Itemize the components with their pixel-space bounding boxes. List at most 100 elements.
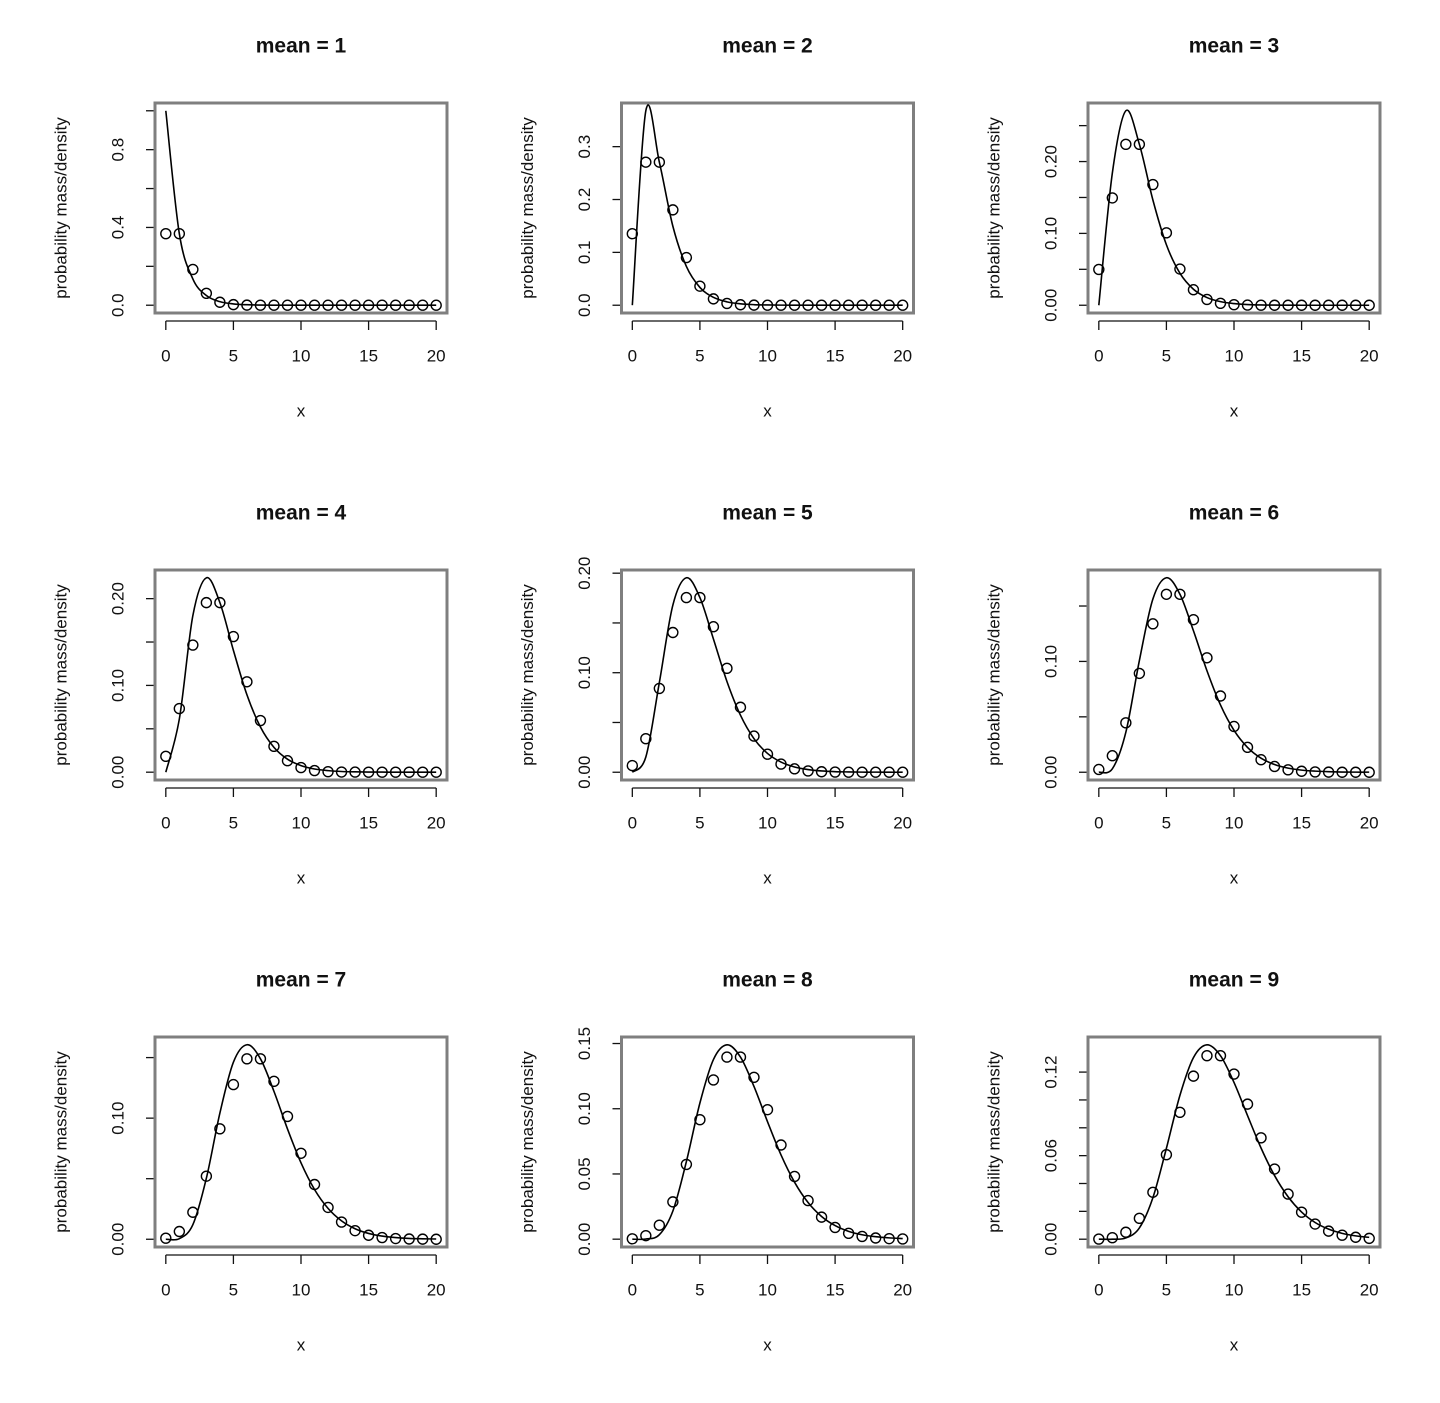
y-tick-label: 0.00 bbox=[575, 756, 594, 789]
chart-title: mean = 2 bbox=[722, 35, 812, 58]
x-tick-label: 5 bbox=[1162, 346, 1171, 365]
x-tick-label: 0 bbox=[628, 813, 637, 832]
data-point bbox=[1295, 1206, 1308, 1218]
data-point bbox=[1201, 1049, 1213, 1062]
data-point bbox=[694, 1113, 706, 1126]
density-curve bbox=[165, 1043, 437, 1241]
y-axis-label: probability mass/density bbox=[51, 1051, 70, 1233]
data-point bbox=[815, 1211, 828, 1223]
y-tick-label: 0.20 bbox=[1041, 145, 1060, 178]
x-tick-label: 5 bbox=[1162, 813, 1171, 832]
y-tick-label: 0.10 bbox=[575, 1092, 594, 1125]
y-axis-label: probability mass/density bbox=[518, 117, 537, 299]
data-point bbox=[1214, 690, 1227, 702]
data-point bbox=[1093, 763, 1105, 776]
y-tick-label: 0.05 bbox=[575, 1157, 594, 1190]
data-point bbox=[1214, 1049, 1227, 1062]
panel: mean = 3 x probability mass/density 0 5 10 15 2… bbox=[984, 35, 1382, 420]
data-point bbox=[173, 1225, 186, 1238]
x-tick-label: 20 bbox=[1360, 1280, 1379, 1299]
y-tick-label: 0.2 bbox=[575, 188, 594, 212]
x-tick-label: 0 bbox=[161, 813, 170, 832]
data-point bbox=[1255, 754, 1267, 766]
plot-frame bbox=[153, 1035, 449, 1249]
data-point bbox=[640, 732, 652, 745]
y-tick-label: 0.00 bbox=[108, 756, 127, 789]
data-point bbox=[241, 1053, 253, 1065]
x-tick-label: 20 bbox=[427, 813, 446, 832]
x-tick-label: 10 bbox=[1225, 1280, 1244, 1299]
data-point bbox=[173, 702, 186, 715]
x-axis-label: x bbox=[763, 868, 772, 887]
x-tick-label: 20 bbox=[1360, 346, 1379, 365]
chart-title: mean = 1 bbox=[256, 35, 347, 58]
plot-frame bbox=[153, 101, 449, 315]
data-point bbox=[1106, 750, 1119, 762]
density-curve bbox=[632, 1044, 903, 1241]
data-point bbox=[160, 1232, 172, 1244]
x-tick-label: 10 bbox=[758, 1280, 777, 1299]
y-tick-label: 0.20 bbox=[575, 557, 594, 590]
x-tick-label: 20 bbox=[427, 346, 446, 365]
chart-title: mean = 5 bbox=[722, 502, 813, 525]
x-tick-label: 15 bbox=[359, 346, 378, 365]
chart-title: mean = 7 bbox=[256, 969, 346, 992]
panel: mean = 9 x probability mass/density 0 5 10 15 2… bbox=[984, 969, 1382, 1354]
data-point bbox=[1282, 1188, 1294, 1200]
y-axis-label: probability mass/density bbox=[51, 117, 70, 299]
y-tick-label: 0.0 bbox=[108, 293, 127, 317]
data-point bbox=[721, 297, 733, 310]
data-point bbox=[680, 251, 693, 264]
data-point bbox=[200, 287, 213, 300]
data-point bbox=[707, 621, 720, 633]
x-tick-label: 15 bbox=[359, 813, 378, 832]
data-point bbox=[322, 1201, 334, 1214]
data-point bbox=[227, 1078, 240, 1091]
y-tick-label: 0.00 bbox=[575, 1223, 594, 1256]
x-tick-label: 10 bbox=[292, 1280, 311, 1299]
data-point bbox=[748, 1071, 760, 1084]
plot-frame bbox=[1086, 568, 1382, 782]
x-tick-label: 0 bbox=[1094, 346, 1103, 365]
density-curve bbox=[165, 110, 437, 307]
x-tick-label: 20 bbox=[1360, 813, 1379, 832]
data-point bbox=[667, 626, 679, 639]
data-point bbox=[1147, 178, 1159, 191]
plot-frame bbox=[620, 101, 915, 315]
x-tick-label: 0 bbox=[1094, 813, 1103, 832]
data-point bbox=[856, 1230, 868, 1243]
x-tick-label: 10 bbox=[292, 813, 311, 832]
x-tick-label: 0 bbox=[161, 1280, 170, 1299]
y-tick-label: 0.00 bbox=[1041, 1223, 1060, 1256]
data-point bbox=[694, 280, 706, 292]
x-tick-label: 5 bbox=[1162, 1280, 1171, 1299]
x-axis-label: x bbox=[297, 1335, 306, 1354]
data-point bbox=[1133, 667, 1146, 680]
panel: mean = 7 x probability mass/density 0 5 10 15 2… bbox=[51, 969, 449, 1354]
x-axis-label: x bbox=[297, 401, 306, 420]
y-tick-label: 0.10 bbox=[1041, 645, 1060, 678]
data-point bbox=[1174, 588, 1186, 600]
density-curve bbox=[1098, 109, 1370, 307]
data-point bbox=[626, 759, 639, 772]
density-curve bbox=[165, 576, 437, 773]
data-point bbox=[308, 764, 321, 777]
x-tick-label: 5 bbox=[695, 346, 704, 365]
y-tick-label: 0.1 bbox=[575, 241, 594, 265]
x-tick-label: 15 bbox=[359, 1280, 378, 1299]
x-axis-label: x bbox=[1230, 868, 1239, 887]
plot-frame bbox=[1086, 1035, 1382, 1249]
y-tick-label: 0.10 bbox=[575, 656, 594, 689]
x-tick-label: 15 bbox=[1292, 1280, 1311, 1299]
data-point bbox=[1187, 284, 1200, 296]
x-tick-label: 5 bbox=[695, 813, 704, 832]
y-tick-label: 0.10 bbox=[1041, 217, 1060, 250]
x-tick-label: 0 bbox=[628, 1280, 637, 1299]
data-point bbox=[721, 1051, 733, 1063]
data-point bbox=[802, 765, 814, 777]
data-point bbox=[1241, 741, 1254, 754]
data-point bbox=[1106, 192, 1119, 204]
data-point bbox=[802, 1194, 814, 1207]
data-point bbox=[1349, 1231, 1362, 1243]
panel: mean = 5 x probability mass/density 0 5 10 15 2… bbox=[518, 502, 915, 887]
